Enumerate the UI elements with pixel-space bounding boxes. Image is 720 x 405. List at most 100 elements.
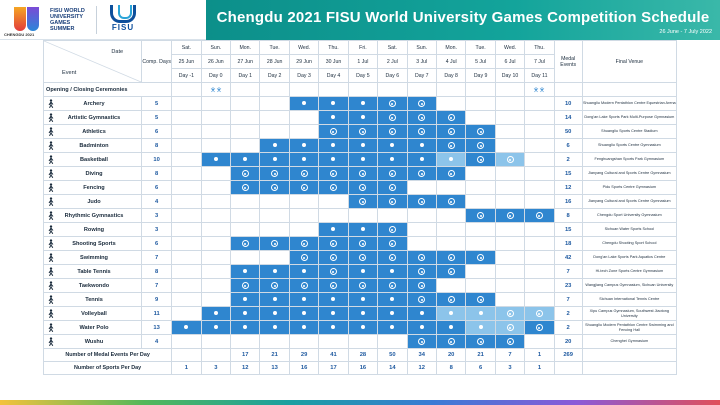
schedule-cell — [171, 236, 202, 251]
medal-icon — [271, 170, 279, 177]
schedule-cell — [377, 208, 408, 223]
schedule-cell — [259, 138, 290, 153]
medal-events-per-day-row: Number of Medal Events Per Day 17 21 29 41 28… — [42, 348, 678, 362]
competition-dot-icon — [390, 269, 395, 274]
venue-cell: Chenghei Gymnasium — [581, 334, 678, 349]
schedule-cell — [494, 166, 526, 181]
competition-dot-icon — [272, 297, 277, 302]
ceremony-cell — [259, 82, 290, 97]
schedule-cell — [288, 208, 320, 223]
event-name: Artistic Gymnastics — [67, 114, 121, 121]
day-cell: Day 8 — [435, 68, 467, 83]
medal-icon — [447, 254, 455, 261]
medal-icon — [300, 254, 308, 261]
event-row: Table Tennis 8 7 Hi-tech Zone Sports Centre… — [42, 264, 678, 279]
competition-dot-icon — [331, 143, 336, 148]
schedule-cell — [347, 222, 379, 237]
event-row: Badminton 8 6 Shuangliu Sports Centre Gymna… — [42, 138, 678, 153]
tennis-icon — [46, 295, 56, 304]
schedule-cell — [288, 222, 320, 237]
medal-events-day-count: 20 — [435, 348, 467, 362]
medal-icon — [447, 198, 455, 205]
medal-icon — [271, 240, 279, 247]
water-polo-icon — [46, 323, 56, 332]
date-cell: 30 Jun — [318, 54, 349, 69]
medal-icon — [418, 338, 426, 345]
schedule-cell — [230, 180, 261, 195]
schedule-cell — [318, 292, 349, 307]
schedule-cell — [200, 180, 232, 195]
schedule-cell — [318, 222, 349, 237]
medal-icon — [477, 296, 485, 303]
table-tennis-icon — [46, 267, 56, 276]
logo-area: CHENGDU 2021 FISU WORLD UNIVERSITY GAMES… — [0, 0, 206, 40]
schedule-cell — [230, 222, 261, 237]
schedule-cell — [259, 166, 290, 181]
comp-days-cell: 4 — [141, 194, 173, 209]
schedule-cell — [347, 166, 379, 181]
schedule-cell — [318, 194, 349, 209]
competition-dot-icon — [272, 311, 277, 316]
title-bar: Chengdu 2021 FISU World University Games… — [206, 0, 720, 40]
schedule-cell — [318, 138, 349, 153]
medal-icon — [447, 268, 455, 275]
competition-dot-icon — [331, 101, 336, 106]
date-cell: 6 Jul — [494, 54, 526, 69]
schedule-cell — [494, 264, 526, 279]
schedule-cell — [347, 250, 379, 265]
medal-events-day-count: 34 — [406, 348, 437, 362]
weekday-cell: Sun. — [406, 40, 437, 55]
schedule-cell — [435, 306, 467, 321]
event-row: Artistic Gymnastics 5 14 Dong'an Lake Sport… — [42, 110, 678, 125]
schedule-cell — [435, 110, 467, 125]
schedule-cell — [494, 334, 526, 349]
schedule-cell — [288, 166, 320, 181]
medal-icon — [477, 254, 485, 261]
event-name: Water Polo — [79, 324, 109, 331]
schedule-cell — [259, 236, 290, 251]
weekday-row: Date Event Comp. Days Sat. Sun. Mon. Tue. Wed. T… — [42, 40, 678, 83]
schedule-cell — [288, 194, 320, 209]
medal-icon — [329, 254, 337, 261]
date-cell: 4 Jul — [435, 54, 467, 69]
venue-cell: Xipu Campus Gymnasium, Southwest Jiaoton… — [581, 306, 678, 321]
schedule-cell — [347, 194, 379, 209]
comp-days-cell: 10 — [141, 152, 173, 167]
medal-icon — [359, 282, 367, 289]
weekday-cell: Thu. — [524, 40, 555, 55]
competition-dot-icon — [331, 227, 336, 232]
competition-dot-icon — [302, 325, 307, 330]
weekday-cell: Sun. — [200, 40, 232, 55]
medal-icon — [418, 296, 426, 303]
schedule-cell — [524, 278, 555, 293]
schedule-cell — [465, 208, 496, 223]
comp-days-cell: 9 — [141, 292, 173, 307]
schedule-cell — [524, 264, 555, 279]
schedule-cell — [435, 222, 467, 237]
medal-events-cell: 50 — [553, 124, 583, 139]
schedule-cell — [406, 264, 437, 279]
comp-days-cell: 13 — [141, 320, 173, 335]
schedule-cell — [171, 152, 202, 167]
competition-dot-icon — [360, 101, 365, 106]
event-name: Wushu — [84, 338, 104, 345]
venue-cell: Shuangliu Sports Centre Stadium — [581, 124, 678, 139]
badminton-icon — [46, 141, 56, 150]
medal-icon — [359, 128, 367, 135]
schedule-cell — [465, 250, 496, 265]
medal-icon — [447, 114, 455, 121]
competition-dot-icon — [449, 157, 454, 162]
event-row: Shooting Sports 6 18 Chengdu Shooting Sport… — [42, 236, 678, 251]
medal-icon — [329, 170, 337, 177]
medal-icon — [506, 310, 514, 317]
schedule-cell — [200, 194, 232, 209]
sports-day-count: 1 — [524, 361, 555, 375]
day-cell: Day 1 — [230, 68, 261, 83]
schedule-cell — [347, 292, 379, 307]
footer-medal-blank — [553, 361, 583, 375]
medal-icon — [329, 268, 337, 275]
event-name-cell: Artistic Gymnastics — [42, 110, 143, 125]
schedule-cell — [288, 152, 320, 167]
schedule-cell — [171, 278, 202, 293]
event-name-cell: Rhythmic Gymnastics — [42, 208, 143, 223]
